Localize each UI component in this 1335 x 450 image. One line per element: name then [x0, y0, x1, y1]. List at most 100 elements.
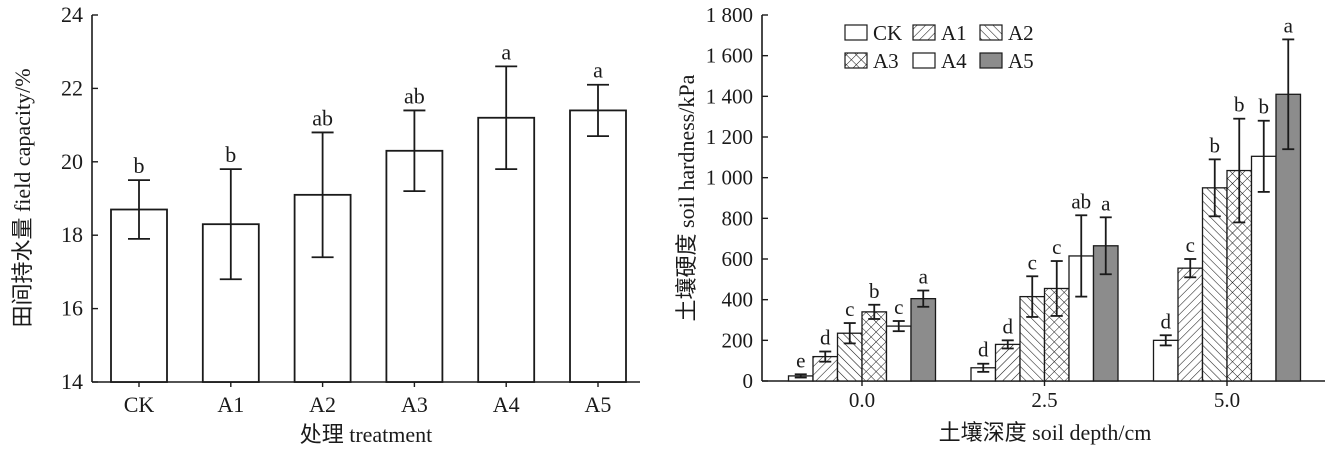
error-bar-a3 [403, 109, 426, 193]
significance-label-a1: b [225, 142, 236, 167]
error-bar-a4 [495, 65, 518, 171]
x-tick-label: 2.5 [1031, 388, 1057, 412]
error-bar-a5-0-0 [917, 289, 930, 308]
legend-label: A5 [1008, 49, 1034, 73]
y-tick-label: 1 200 [706, 125, 753, 149]
error-bar-a4-2-5 [1075, 214, 1088, 298]
significance-label-a3-2-5: c [1052, 235, 1061, 259]
y-tick-label: 1 400 [706, 84, 753, 108]
significance-label-a4-2-5: ab [1071, 189, 1091, 213]
field-capacity-chart: 14 16 18 20 22 24 CK A1 A2 A3 A4 A5 b b ab ab a a [61, 2, 640, 417]
error-bar-a3-0-0 [868, 303, 881, 320]
y-tick-label: 200 [722, 328, 754, 352]
bar-ck-5-0 [1152, 339, 1179, 382]
bar-a5 [569, 109, 627, 383]
legend-swatch-a5 [979, 52, 1003, 69]
significance-label-ck-2-5: d [978, 338, 989, 362]
error-bar-a5-2-5 [1099, 216, 1112, 276]
significance-label-a4-0-0: c [894, 295, 903, 319]
error-bar-ck-2-5 [977, 362, 990, 373]
right-x-axis-title: 土壤深度 soil depth/cm [939, 420, 1152, 445]
y-tick-label: 1 600 [706, 44, 753, 68]
legend-swatch-a1 [912, 24, 936, 41]
significance-label-a1-0-0: d [820, 326, 831, 350]
error-bar-ck-5-0 [1159, 334, 1172, 347]
significance-label-a1-2-5: d [1003, 314, 1014, 338]
significance-label-a4-5-0: b [1259, 95, 1270, 119]
error-bar-ck-0-0 [794, 373, 807, 379]
error-bar-a1-2-5 [1001, 339, 1014, 350]
error-bar-a1 [219, 168, 242, 281]
legend-label: A1 [941, 21, 967, 45]
y-tick-label: 1 000 [706, 166, 753, 190]
significance-label-a5-5-0: a [1284, 13, 1294, 37]
significance-label-ck-5-0: d [1161, 309, 1172, 333]
legend-item-a4: A4 [912, 49, 967, 73]
y-tick-label: 20 [61, 149, 83, 174]
bar-a1 [201, 223, 260, 383]
y-tick-label: 800 [722, 206, 754, 230]
legend-item-ck: CK [844, 21, 902, 45]
y-tick-label: 22 [61, 75, 83, 100]
bar-a3-0-0 [861, 311, 888, 382]
legend-swatch-ck [844, 24, 868, 41]
legend-item-a3: A3 [844, 49, 899, 73]
error-bar-a4-5-0 [1257, 119, 1270, 193]
significance-label-a5: a [593, 58, 603, 83]
error-bar-a5 [587, 83, 609, 138]
y-tick-label: 16 [61, 296, 83, 321]
legend-label: CK [873, 21, 902, 45]
significance-label-a2-0-0: c [845, 297, 854, 321]
legend-label: A4 [941, 49, 967, 73]
soil-hardness-chart: 0 200 400 600 800 1 000 1 200 1 400 1 600 1 800 0.… [706, 3, 1325, 412]
significance-label-a3: ab [404, 83, 425, 108]
error-bar-a5-5-0 [1282, 38, 1295, 151]
y-tick-label: 0 [743, 369, 754, 393]
significance-label-ck: b [134, 153, 145, 178]
y-tick-label: 24 [61, 2, 83, 27]
legend: CK A1 A2 A3 A4 A5 [844, 21, 1034, 73]
y-tick-label: 1 800 [706, 3, 753, 27]
legend-item-a5: A5 [979, 49, 1034, 73]
y-tick-label: 14 [61, 369, 83, 394]
error-bar-ck [128, 179, 150, 240]
bar-a4-0-0 [885, 325, 912, 382]
significance-label-a5-2-5: a [1101, 191, 1111, 215]
error-bar-a3-5-0 [1233, 117, 1246, 224]
error-bar-a2-2-5 [1026, 275, 1039, 318]
legend-swatch-a4 [912, 52, 936, 69]
significance-label-a3-0-0: b [869, 279, 880, 303]
x-tick-label: A5 [585, 392, 612, 417]
left-y-axis-title: 田间持水量 field capacity/% [10, 68, 35, 327]
bar-a5-0-0 [910, 297, 937, 382]
error-bar-a1-5-0 [1184, 258, 1197, 279]
error-bar-a2-5-0 [1208, 158, 1221, 218]
right-y-axis-title: 土壤硬度 soil hardness/kPa [674, 74, 699, 321]
legend-label: A3 [873, 49, 899, 73]
x-tick-label: A4 [493, 392, 520, 417]
significance-label-a2: ab [312, 105, 333, 130]
bar-a2-5-0 [1201, 187, 1228, 382]
x-tick-label: 0.0 [849, 388, 875, 412]
significance-label-ck-0-0: e [796, 348, 805, 372]
error-bar-a3-2-5 [1050, 260, 1063, 317]
error-bar-a2 [311, 131, 334, 259]
significance-label-a4: a [501, 39, 511, 64]
y-tick-label: 18 [61, 222, 83, 247]
legend-item-a1: A1 [912, 21, 967, 45]
significance-label-a1-5-0: c [1186, 233, 1195, 257]
significance-label-a2-2-5: c [1028, 250, 1037, 274]
x-tick-label: CK [124, 392, 155, 417]
x-tick-label: 5.0 [1214, 388, 1240, 412]
bar-a1-2-5 [994, 343, 1021, 382]
legend-swatch-a2 [979, 24, 1003, 41]
x-tick-label: A2 [309, 392, 336, 417]
bar-a5-5-0 [1275, 93, 1302, 382]
y-tick-label: 600 [722, 247, 754, 271]
significance-label-a2-5-0: b [1210, 133, 1221, 157]
error-bar-a4-0-0 [892, 320, 905, 333]
error-bar-a1-0-0 [819, 350, 832, 363]
significance-label-a3-5-0: b [1234, 93, 1245, 117]
y-tick-label: 400 [722, 288, 754, 312]
